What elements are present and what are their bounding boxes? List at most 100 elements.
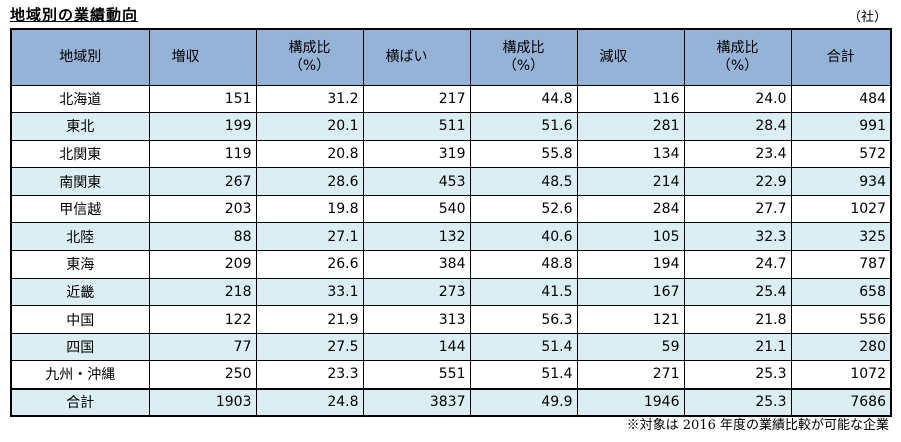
cell-total: 325 (790, 222, 892, 252)
cell-flat-pct: 51.4 (469, 332, 578, 362)
cell-flat: 3837 (362, 387, 471, 417)
cell-flat: 313 (362, 305, 471, 334)
table-row: 東海 209 26.6 384 48.8 194 24.7 787 (10, 250, 892, 279)
cell-decrease-pct: 21.1 (683, 332, 792, 362)
header-decrease-pct-line1: 構成比 (716, 40, 759, 57)
cell-flat-pct: 44.8 (469, 84, 578, 114)
cell-decrease: 284 (576, 194, 685, 224)
cell-region: 甲信越 (10, 194, 150, 224)
cell-flat: 511 (362, 112, 471, 141)
cell-decrease-pct: 25.4 (683, 277, 792, 307)
cell-increase-pct: 20.8 (255, 139, 364, 169)
cell-increase: 209 (148, 250, 257, 279)
cell-decrease: 116 (576, 84, 685, 114)
cell-decrease-pct: 25.3 (683, 387, 792, 417)
cell-increase-pct: 21.9 (255, 305, 364, 334)
cell-decrease-pct: 21.8 (683, 305, 792, 334)
cell-region: 北陸 (10, 222, 150, 252)
unit-label: （社） (847, 10, 887, 25)
cell-total: 991 (790, 112, 892, 141)
header-decrease-pct: 構成比 （%） (683, 28, 792, 86)
cell-flat-pct: 51.4 (469, 360, 578, 390)
cell-increase: 203 (148, 194, 257, 224)
regional-performance-table: 地域別 増収 構成比 （%） 横ばい 構成比 （%） 減収 構成比 （%） 合計… (10, 28, 892, 418)
cell-increase-pct: 23.3 (255, 360, 364, 390)
cell-region: 合計 (10, 387, 150, 417)
cell-increase: 122 (148, 305, 257, 334)
footnote: ※対象は 2016 年度の業績比較が可能な企業 (626, 418, 889, 433)
cell-increase: 119 (148, 139, 257, 169)
header-flat-pct-line1: 構成比 (502, 40, 545, 57)
cell-flat-pct: 48.5 (469, 167, 578, 196)
cell-decrease: 271 (576, 360, 685, 390)
cell-total: 556 (790, 305, 892, 334)
cell-decrease-pct: 22.9 (683, 167, 792, 196)
cell-increase: 199 (148, 112, 257, 141)
cell-decrease-pct: 24.7 (683, 250, 792, 279)
cell-flat: 453 (362, 167, 471, 196)
cell-decrease: 214 (576, 167, 685, 196)
header-increase-pct: 構成比 （%） (255, 28, 364, 86)
table-row: 甲信越 203 19.8 540 52.6 284 27.7 1027 (10, 194, 892, 224)
cell-total: 572 (790, 139, 892, 169)
cell-flat-pct: 56.3 (469, 305, 578, 334)
cell-flat: 384 (362, 250, 471, 279)
header-decrease: 減収 (576, 28, 685, 86)
cell-increase-pct: 19.8 (255, 194, 364, 224)
table-row: 中国 122 21.9 313 56.3 121 21.8 556 (10, 305, 892, 334)
cell-flat-pct: 49.9 (469, 387, 578, 417)
header-flat: 横ばい (362, 28, 471, 86)
cell-increase-pct: 27.5 (255, 332, 364, 362)
table-row: 北関東 119 20.8 319 55.8 134 23.4 572 (10, 139, 892, 169)
cell-flat-pct: 40.6 (469, 222, 578, 252)
cell-decrease: 281 (576, 112, 685, 141)
cell-decrease: 1946 (576, 387, 685, 417)
cell-increase: 77 (148, 332, 257, 362)
cell-flat: 551 (362, 360, 471, 390)
cell-decrease-pct: 23.4 (683, 139, 792, 169)
cell-region: 四国 (10, 332, 150, 362)
header-flat-pct: 構成比 （%） (469, 28, 578, 86)
cell-flat: 144 (362, 332, 471, 362)
cell-decrease-pct: 25.3 (683, 360, 792, 390)
cell-region: 中国 (10, 305, 150, 334)
cell-increase-pct: 31.2 (255, 84, 364, 114)
header-decrease-pct-line2: （%） (716, 58, 759, 75)
cell-increase-pct: 24.8 (255, 387, 364, 417)
cell-increase: 267 (148, 167, 257, 196)
cell-decrease: 167 (576, 277, 685, 307)
cell-total: 280 (790, 332, 892, 362)
cell-region: 東海 (10, 250, 150, 279)
cell-region: 南関東 (10, 167, 150, 196)
cell-flat-pct: 48.8 (469, 250, 578, 279)
cell-flat-pct: 41.5 (469, 277, 578, 307)
header-region: 地域別 (10, 28, 150, 86)
cell-total: 658 (790, 277, 892, 307)
cell-decrease-pct: 24.0 (683, 84, 792, 114)
cell-flat: 132 (362, 222, 471, 252)
cell-region: 近畿 (10, 277, 150, 307)
cell-increase: 151 (148, 84, 257, 114)
cell-increase-pct: 26.6 (255, 250, 364, 279)
table-row: 近畿 218 33.1 273 41.5 167 25.4 658 (10, 277, 892, 307)
header-total: 合計 (790, 28, 892, 86)
cell-increase-pct: 27.1 (255, 222, 364, 252)
cell-increase: 250 (148, 360, 257, 390)
cell-region: 九州・沖縄 (10, 360, 150, 390)
table-row: 南関東 267 28.6 453 48.5 214 22.9 934 (10, 167, 892, 196)
cell-increase: 88 (148, 222, 257, 252)
cell-total: 1072 (790, 360, 892, 390)
cell-flat: 319 (362, 139, 471, 169)
cell-decrease: 134 (576, 139, 685, 169)
cell-flat: 217 (362, 84, 471, 114)
total-row: 合計 1903 24.8 3837 49.9 1946 25.3 7686 (10, 387, 892, 417)
cell-region: 東北 (10, 112, 150, 141)
cell-region: 北海道 (10, 84, 150, 114)
cell-flat-pct: 55.8 (469, 139, 578, 169)
cell-increase: 218 (148, 277, 257, 307)
table-row: 北海道 151 31.2 217 44.8 116 24.0 484 (10, 84, 892, 114)
table-row: 北陸 88 27.1 132 40.6 105 32.3 325 (10, 222, 892, 252)
header-increase-pct-line2: （%） (288, 58, 331, 75)
page-title: 地域別の業績動向 (10, 6, 139, 24)
cell-total: 484 (790, 84, 892, 114)
